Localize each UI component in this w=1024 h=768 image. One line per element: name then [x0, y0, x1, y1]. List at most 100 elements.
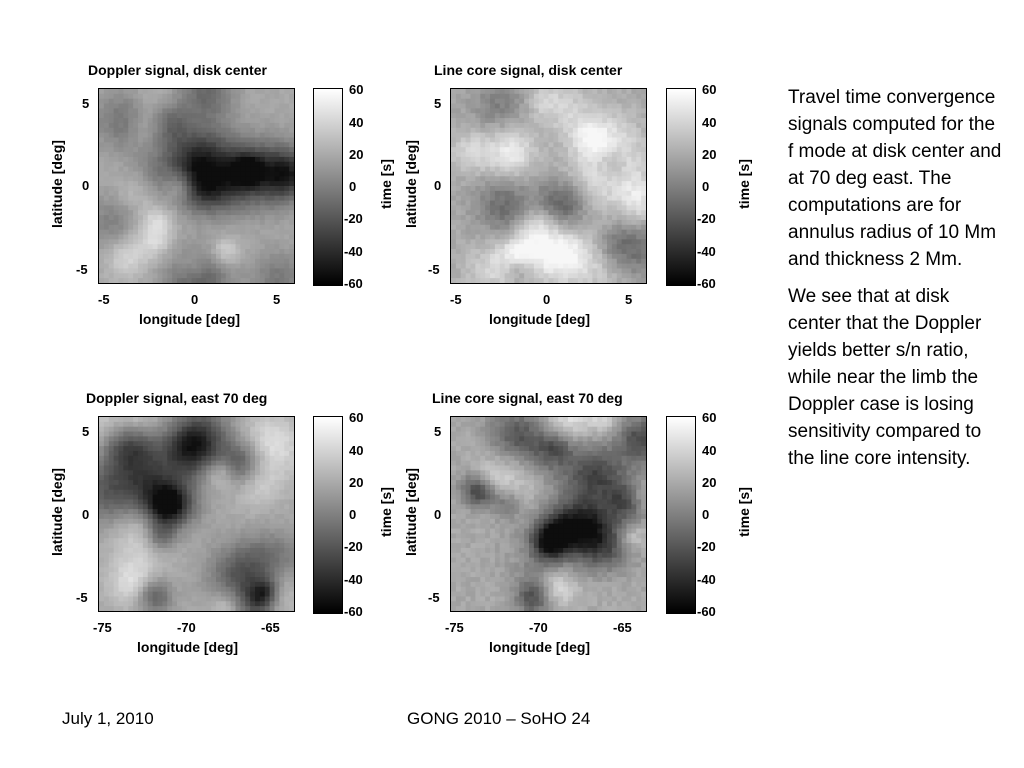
heatmap-cell — [264, 431, 271, 437]
heatmap-cell — [490, 108, 496, 114]
heatmap-cell — [279, 436, 285, 442]
heatmap-cell — [514, 219, 520, 226]
heatmap-cell — [274, 504, 280, 510]
heatmap-cell — [529, 122, 535, 129]
heatmap-cell — [133, 499, 139, 505]
heatmap-cell — [626, 186, 632, 192]
heatmap-cell — [235, 562, 241, 568]
heatmap-cell — [607, 98, 613, 105]
heatmap-cell — [274, 98, 280, 105]
heatmap-cell — [211, 518, 217, 525]
heatmap-cell — [543, 210, 550, 216]
heatmap-cell — [230, 577, 237, 583]
heatmap-cell — [172, 431, 178, 437]
heatmap-cell — [255, 205, 261, 211]
heatmap-cell — [592, 190, 598, 197]
heatmap-cell — [592, 147, 598, 153]
heatmap-cell — [514, 426, 520, 433]
heatmap-cell — [485, 93, 491, 100]
heatmap-cell — [186, 465, 193, 471]
heatmap-cell — [211, 118, 217, 124]
heatmap-cell — [162, 278, 168, 283]
heatmap-cell — [196, 263, 202, 270]
heatmap-cell — [264, 253, 271, 260]
heatmap-cell — [225, 577, 232, 583]
heatmap-cell — [451, 181, 457, 187]
heatmap-cell — [279, 567, 285, 573]
heatmap-cell — [177, 518, 183, 525]
heatmap-cell — [577, 210, 584, 216]
heatmap-cell — [470, 244, 476, 250]
heatmap-cell — [509, 234, 515, 240]
heatmap-cell — [240, 171, 246, 177]
heatmap-cell — [465, 417, 472, 423]
heatmap-cell — [123, 244, 129, 250]
heatmap-cell — [235, 557, 241, 564]
heatmap-cell — [284, 547, 290, 554]
heatmap-cell — [592, 215, 598, 221]
heatmap-cell — [172, 118, 178, 124]
heatmap-cell — [269, 557, 276, 564]
heatmap-cell — [616, 108, 623, 114]
heatmap-cell — [235, 572, 241, 578]
heatmap-cell — [123, 186, 129, 192]
heatmap-cell — [279, 190, 285, 197]
heatmap-cell — [514, 195, 520, 202]
heatmap-cell — [230, 113, 237, 119]
heatmap-cell — [123, 596, 129, 602]
heatmap-cell — [162, 190, 168, 197]
heatmap-cell — [216, 171, 222, 177]
heatmap-cell — [240, 499, 246, 505]
heatmap-cell — [611, 249, 618, 255]
heatmap-cell — [191, 161, 198, 168]
heatmap-cell — [626, 273, 632, 279]
heatmap-cell — [274, 258, 280, 265]
heatmap-cell — [602, 103, 608, 109]
heatmap-cell — [597, 161, 603, 168]
heatmap-cell — [490, 239, 496, 245]
heatmap-cell — [529, 147, 535, 153]
heatmap-cell — [147, 234, 154, 240]
heatmap-cell — [470, 224, 476, 231]
heatmap-cell — [162, 460, 168, 467]
heatmap-cell — [186, 171, 193, 177]
heatmap-cell — [245, 234, 251, 240]
heatmap-cell — [519, 273, 525, 279]
heatmap-cell — [99, 596, 105, 602]
heatmap-cell — [167, 499, 173, 505]
heatmap-cell — [514, 93, 520, 100]
heatmap-cell — [123, 249, 129, 255]
heatmap-cell — [514, 263, 520, 270]
heatmap-cell — [558, 210, 564, 216]
heatmap-cell — [103, 122, 110, 129]
heatmap-cell — [533, 205, 540, 211]
heatmap-cell — [553, 239, 559, 245]
heatmap-cell — [289, 224, 294, 231]
heatmap-cell — [509, 239, 515, 245]
heatmap-cell — [240, 278, 246, 283]
heatmap-cell — [147, 122, 154, 129]
heatmap-cell — [240, 147, 246, 153]
heatmap-cell — [494, 249, 501, 255]
heatmap-cell — [162, 523, 168, 530]
heatmap-cell — [133, 557, 139, 564]
heatmap-cell — [259, 253, 266, 260]
heatmap-cell — [259, 455, 266, 462]
heatmap-cell — [201, 113, 207, 119]
heatmap-cell — [172, 499, 178, 505]
heatmap-cell — [177, 152, 183, 158]
heatmap-cell — [499, 166, 506, 173]
heatmap-cell — [177, 494, 183, 501]
heatmap-cell — [181, 268, 188, 274]
heatmap-cell — [186, 518, 193, 525]
heatmap-cell — [524, 132, 530, 139]
heatmap-cell — [509, 229, 515, 236]
heatmap-cell — [216, 268, 222, 274]
heatmap-cell — [211, 562, 217, 568]
heatmap-cell — [216, 186, 222, 192]
heatmap-cell — [558, 152, 564, 158]
heatmap-cell — [147, 455, 154, 462]
heatmap-cell — [611, 278, 618, 283]
heatmap-cell — [592, 253, 598, 260]
heatmap-cell — [128, 210, 134, 216]
